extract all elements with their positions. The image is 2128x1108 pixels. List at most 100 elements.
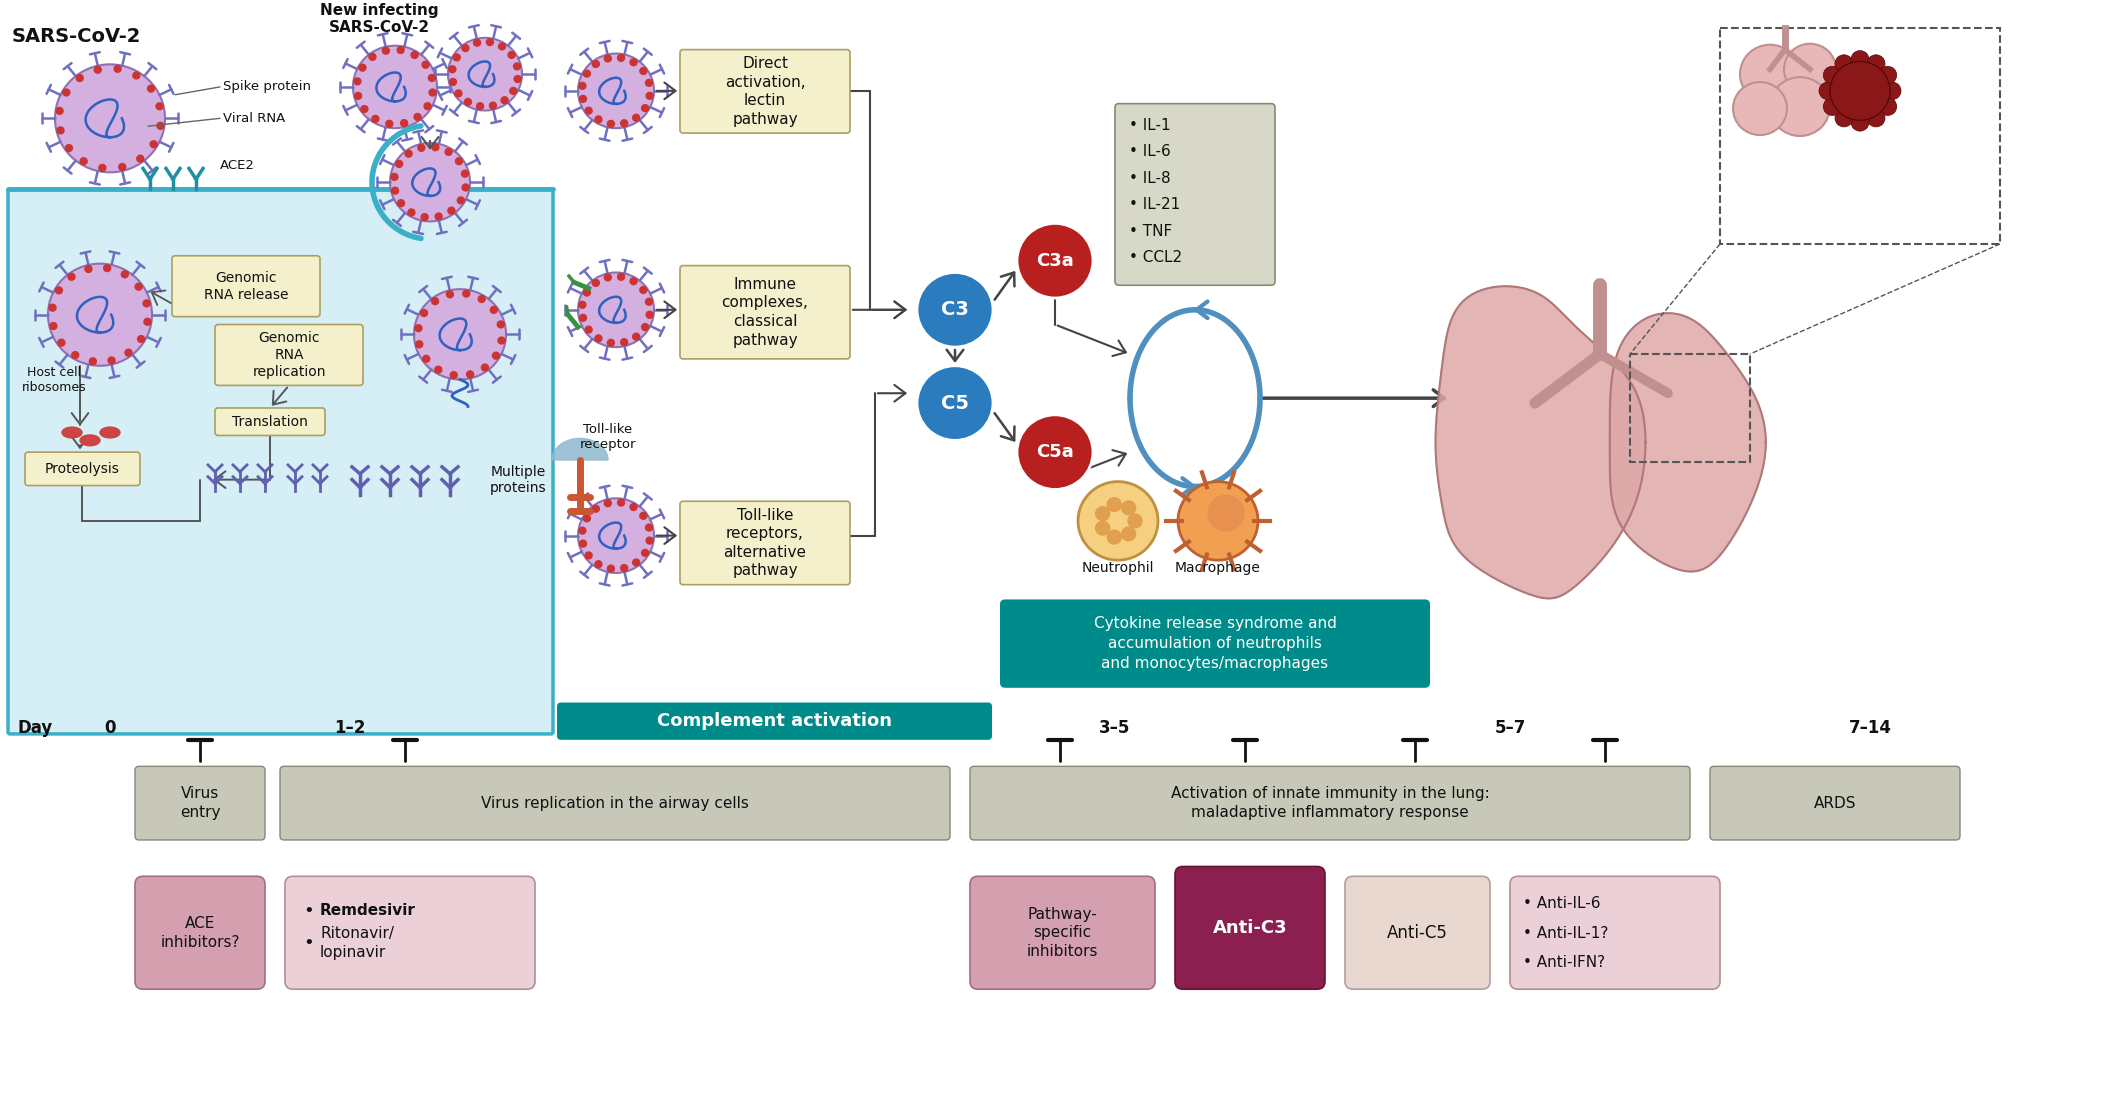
- Circle shape: [66, 145, 72, 152]
- Circle shape: [500, 96, 509, 104]
- Text: Host cell
ribosomes: Host cell ribosomes: [21, 367, 87, 394]
- Circle shape: [1107, 497, 1121, 512]
- Text: C5a: C5a: [1036, 443, 1075, 461]
- Circle shape: [475, 39, 481, 47]
- Circle shape: [585, 326, 592, 334]
- Text: 0: 0: [104, 719, 115, 737]
- Circle shape: [643, 550, 649, 556]
- Text: Pathway-
specific
inhibitors: Pathway- specific inhibitors: [1026, 906, 1098, 958]
- Circle shape: [621, 565, 628, 572]
- Circle shape: [1770, 78, 1830, 136]
- Circle shape: [421, 61, 430, 69]
- Circle shape: [606, 339, 615, 346]
- Text: 5–7: 5–7: [1494, 719, 1526, 737]
- Text: Genomic
RNA
replication: Genomic RNA replication: [253, 330, 326, 379]
- Circle shape: [423, 356, 430, 362]
- Circle shape: [479, 296, 485, 302]
- Circle shape: [515, 75, 521, 82]
- Text: •: •: [302, 934, 313, 952]
- Circle shape: [583, 70, 589, 78]
- Circle shape: [49, 264, 151, 366]
- Circle shape: [368, 53, 377, 60]
- Circle shape: [1866, 110, 1885, 127]
- Ellipse shape: [100, 427, 119, 438]
- Circle shape: [1017, 224, 1094, 298]
- Circle shape: [49, 322, 57, 329]
- Circle shape: [430, 89, 436, 96]
- FancyBboxPatch shape: [26, 452, 140, 485]
- FancyBboxPatch shape: [215, 408, 326, 435]
- Circle shape: [81, 157, 87, 165]
- Circle shape: [383, 48, 389, 54]
- Circle shape: [1783, 43, 1836, 95]
- Circle shape: [647, 537, 653, 544]
- FancyBboxPatch shape: [134, 876, 266, 989]
- Circle shape: [109, 357, 115, 363]
- Circle shape: [617, 274, 626, 280]
- Text: Ritonavir/
lopinavir: Ritonavir/ lopinavir: [319, 926, 394, 960]
- Circle shape: [641, 287, 647, 294]
- Circle shape: [617, 54, 626, 61]
- Circle shape: [447, 291, 453, 298]
- Circle shape: [481, 365, 489, 371]
- Circle shape: [917, 366, 994, 440]
- Text: • CCL2: • CCL2: [1130, 250, 1183, 265]
- Circle shape: [458, 197, 464, 204]
- Circle shape: [509, 51, 515, 59]
- Text: 1–2: 1–2: [334, 719, 366, 737]
- Ellipse shape: [81, 435, 100, 445]
- Circle shape: [385, 121, 394, 127]
- Circle shape: [1121, 501, 1136, 515]
- Circle shape: [455, 90, 462, 96]
- Circle shape: [604, 500, 611, 506]
- FancyBboxPatch shape: [9, 189, 553, 733]
- Circle shape: [104, 265, 111, 271]
- Circle shape: [392, 187, 398, 194]
- Circle shape: [147, 85, 155, 92]
- Circle shape: [396, 161, 402, 167]
- Circle shape: [498, 337, 504, 343]
- Circle shape: [85, 266, 92, 273]
- Text: Neutrophil: Neutrophil: [1081, 561, 1153, 575]
- Text: Direct
activation,
lectin
pathway: Direct activation, lectin pathway: [726, 55, 804, 126]
- Circle shape: [398, 47, 404, 53]
- Text: Remdesivir: Remdesivir: [319, 903, 415, 919]
- Circle shape: [415, 113, 421, 121]
- Circle shape: [1732, 82, 1788, 135]
- Circle shape: [462, 171, 468, 177]
- Circle shape: [487, 39, 494, 45]
- Text: Viral RNA: Viral RNA: [223, 112, 285, 125]
- Circle shape: [415, 289, 506, 380]
- Circle shape: [409, 209, 415, 216]
- Circle shape: [1107, 531, 1121, 544]
- Text: Cytokine release syndrome and
accumulation of neutrophils
and monocytes/macropha: Cytokine release syndrome and accumulati…: [1094, 616, 1336, 671]
- Circle shape: [121, 271, 128, 278]
- Circle shape: [355, 92, 362, 100]
- Circle shape: [404, 151, 413, 157]
- Circle shape: [57, 339, 64, 346]
- Circle shape: [360, 64, 366, 71]
- Circle shape: [596, 116, 602, 123]
- Circle shape: [630, 278, 636, 285]
- Bar: [1719, 28, 2000, 244]
- Circle shape: [411, 52, 417, 59]
- Polygon shape: [1436, 286, 1645, 598]
- FancyBboxPatch shape: [172, 256, 319, 317]
- Circle shape: [579, 301, 585, 308]
- Circle shape: [492, 352, 500, 359]
- Circle shape: [606, 565, 615, 572]
- Circle shape: [596, 335, 602, 341]
- Circle shape: [621, 339, 628, 346]
- Circle shape: [1741, 44, 1800, 104]
- Circle shape: [489, 307, 498, 314]
- Circle shape: [98, 164, 106, 172]
- Circle shape: [132, 72, 140, 79]
- Circle shape: [579, 53, 653, 129]
- Circle shape: [451, 371, 458, 379]
- Circle shape: [462, 184, 468, 191]
- Circle shape: [579, 527, 585, 534]
- Circle shape: [464, 99, 472, 105]
- Circle shape: [447, 207, 455, 214]
- Polygon shape: [1609, 314, 1766, 572]
- Text: 7–14: 7–14: [1849, 719, 1892, 737]
